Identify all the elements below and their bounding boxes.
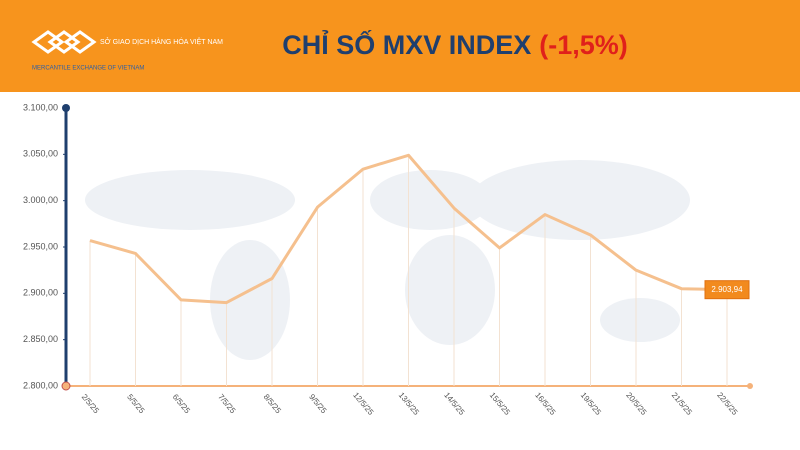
x-axis-end — [747, 383, 753, 389]
chart-title-group: CHỈ SỐ MXV INDEX (-1,5%) — [282, 28, 628, 60]
y-tick-label: 3.050,00 — [23, 149, 58, 159]
x-tick-label: 2/5/25 — [80, 392, 102, 415]
x-tick-label: 8/5/25 — [262, 392, 284, 415]
logo-mark — [31, 30, 97, 54]
y-tick-label: 2.900,00 — [23, 288, 58, 298]
value-label: 2.903,94 — [711, 285, 743, 294]
y-tick-label: 2.800,00 — [23, 380, 58, 390]
x-tick-label: 9/5/25 — [307, 392, 329, 415]
y-tick-label: 3.100,00 — [23, 102, 58, 112]
x-tick-label: 19/5/25 — [579, 391, 603, 418]
y-axis-end — [62, 104, 70, 112]
logo-name: SỞ GIAO DỊCH HÀNG HÓA VIỆT NAM — [100, 37, 223, 46]
logo — [31, 30, 97, 54]
y-tick-label: 2.850,00 — [23, 334, 58, 344]
logo-tagline: MERCANTILE EXCHANGE OF VIETNAM — [32, 66, 144, 72]
x-tick-label: 21/5/25 — [670, 391, 694, 418]
x-tick-label: 22/5/25 — [715, 391, 739, 418]
y-tick-label: 3.000,00 — [23, 195, 58, 205]
x-tick-label: 6/5/25 — [171, 392, 193, 415]
chart-title: CHỈ SỐ MXV INDEX — [282, 28, 531, 60]
x-tick-label: 20/5/25 — [624, 391, 648, 418]
y-tick-label: 2.950,00 — [23, 241, 58, 251]
x-tick-label: 5/5/25 — [125, 392, 147, 415]
x-tick-label: 12/5/25 — [351, 391, 375, 418]
data-line — [89, 153, 728, 305]
chart-title-change: (-1,5%) — [539, 30, 628, 60]
x-tick-label: 15/5/25 — [488, 391, 512, 418]
x-tick-label: 7/5/25 — [216, 392, 238, 415]
map-background — [85, 160, 690, 360]
value-label-box — [704, 280, 750, 300]
x-tick-label: 16/5/25 — [533, 391, 557, 418]
header-band — [0, 0, 800, 92]
x-tick-label: 14/5/25 — [442, 391, 466, 418]
y-axis-origin — [61, 381, 71, 391]
x-tick-label: 13/5/25 — [397, 391, 421, 418]
